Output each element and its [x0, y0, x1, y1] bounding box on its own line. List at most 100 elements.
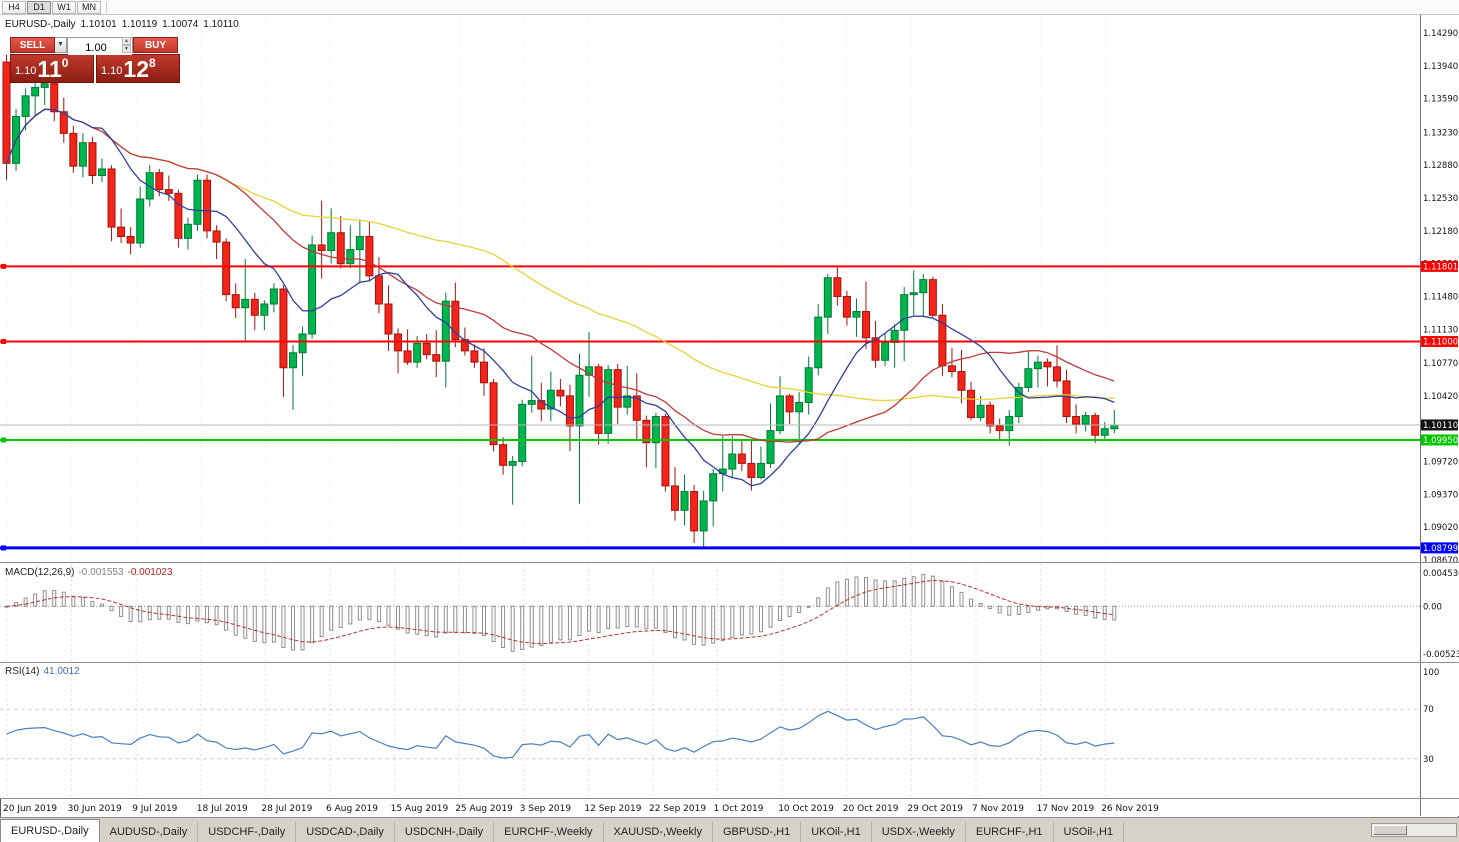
rsi-plot-area[interactable]: [0, 663, 1420, 798]
svg-text:1 Oct 2019: 1 Oct 2019: [714, 804, 764, 814]
buy-price-display[interactable]: 1.10 12 8: [96, 54, 180, 83]
ohlc-high: 1.10119: [121, 19, 158, 30]
rsi-indicator-label: RSI(14) 41.0012: [5, 666, 80, 677]
macd-indicator-label: MACD(12,26,9) -0.001553 -0.001023: [5, 567, 173, 578]
one-click-trading-panel: SELL ▼ ▲ ▼ BUY 1.10 11 0 1.10 12 8: [10, 37, 180, 83]
svg-text:1.10420: 1.10420: [1423, 392, 1458, 402]
chart-tab-GBPUSD-H1[interactable]: GBPUSD-,H1: [713, 822, 802, 842]
chart-tab-UKOil-H1[interactable]: UKOil-,H1: [801, 822, 872, 842]
svg-text:1.12880: 1.12880: [1423, 161, 1458, 171]
volume-input[interactable]: [68, 41, 132, 55]
svg-text:100: 100: [1423, 668, 1439, 678]
tabbar-scrollbar-thumb[interactable]: [1373, 825, 1407, 835]
sell-button[interactable]: SELL: [10, 37, 55, 53]
chart-tab-USDX-Weekly[interactable]: USDX-,Weekly: [872, 822, 966, 842]
svg-text:0.00: 0.00: [1423, 602, 1442, 612]
chart-symbol-label: EURUSD-,Daily: [5, 19, 76, 30]
svg-text:1.11801: 1.11801: [1423, 262, 1458, 272]
svg-text:30: 30: [1423, 755, 1434, 765]
rsi-line: [6, 710, 1115, 759]
grid-lines: [6, 16, 1106, 797]
sell-price-fraction: 0: [61, 56, 69, 70]
svg-text:1.09950: 1.09950: [1423, 436, 1458, 446]
macd-histogram: [4, 574, 1117, 652]
date-axis-labels: 20 Jun 2019 30 Jun 2019 9 Jul 2019 18 Jul 2…: [3, 804, 1159, 814]
chart-tab-EURCHF-H1[interactable]: EURCHF-,H1: [966, 822, 1054, 842]
chart-tabs: EURUSD-,Daily AUDUSD-,Daily USDCHF-,Daily U…: [0, 818, 1125, 842]
chart-tab-EURCHF-Weekly[interactable]: EURCHF-,Weekly: [494, 822, 604, 842]
rsi-axis-labels: 100 70 30: [1423, 668, 1439, 765]
volume-spinner: ▲ ▼: [122, 37, 131, 53]
timeframe-button-H4[interactable]: H4: [2, 0, 26, 14]
svg-text:6 Aug 2019: 6 Aug 2019: [326, 804, 378, 814]
horizontal-level-lines: [0, 263, 1420, 551]
chart-tab-USOil-H1[interactable]: USOil-,H1: [1054, 822, 1125, 842]
svg-text:1.13230: 1.13230: [1423, 128, 1458, 138]
buy-price-base: 1.10: [101, 65, 123, 77]
svg-text:17 Nov 2019: 17 Nov 2019: [1037, 804, 1095, 814]
timeframe-button-W1[interactable]: W1: [52, 0, 76, 14]
macd-signal-line: [6, 579, 1115, 645]
buy-button[interactable]: BUY: [133, 37, 178, 53]
macd-signal-value: -0.001023: [127, 567, 173, 578]
svg-text:1.13940: 1.13940: [1423, 62, 1458, 72]
toolbar-separator: [106, 1, 107, 13]
svg-text:30 Jun 2019: 30 Jun 2019: [68, 804, 122, 814]
timeframe-button-D1[interactable]: D1: [27, 0, 51, 14]
svg-text:1.13590: 1.13590: [1423, 95, 1458, 105]
svg-text:26 Nov 2019: 26 Nov 2019: [1101, 804, 1159, 814]
svg-text:15 Aug 2019: 15 Aug 2019: [391, 804, 449, 814]
price-badges: 1.11801 1.11000 1.09950 1.08799 1.10110: [1421, 260, 1458, 554]
buy-price-fraction: 8: [149, 56, 156, 70]
svg-text:1.09370: 1.09370: [1423, 490, 1458, 500]
svg-text:18 Jul 2019: 18 Jul 2019: [197, 804, 248, 814]
svg-text:1.10770: 1.10770: [1423, 359, 1458, 369]
buy-price-pips: 12: [123, 56, 150, 82]
timeframe-button-MN[interactable]: MN: [77, 0, 101, 14]
volume-dropdown-icon[interactable]: ▼: [55, 37, 67, 53]
macd-plot-area[interactable]: [0, 563, 1420, 662]
chart-tab-USDCAD-Daily[interactable]: USDCAD-,Daily: [296, 822, 395, 842]
svg-text:1.09720: 1.09720: [1423, 458, 1458, 468]
svg-text:1.11000: 1.11000: [1423, 338, 1458, 348]
svg-text:1.08670: 1.08670: [1423, 556, 1458, 566]
price-chart[interactable]: 1.14290 1.13940 1.13590 1.13230 1.12880 1.125…: [0, 0, 1459, 817]
ohlc-close: 1.10110: [203, 19, 239, 30]
svg-text:9 Jul 2019: 9 Jul 2019: [132, 804, 177, 814]
svg-text:22 Sep 2019: 22 Sep 2019: [649, 804, 706, 814]
tabbar-scrollbar[interactable]: [1371, 823, 1457, 837]
svg-text:29 Oct 2019: 29 Oct 2019: [907, 804, 963, 814]
svg-text:3 Sep 2019: 3 Sep 2019: [520, 804, 572, 814]
svg-text:10 Oct 2019: 10 Oct 2019: [778, 804, 834, 814]
chart-tab-USDCNH-Daily[interactable]: USDCNH-,Daily: [395, 822, 495, 842]
sell-price-base: 1.10: [15, 65, 37, 77]
ohlc-open: 1.10101: [80, 19, 117, 30]
current-price-badge: [1421, 419, 1458, 431]
svg-text:20 Jun 2019: 20 Jun 2019: [3, 804, 57, 814]
chart-tab-AUDUSD-Daily[interactable]: AUDUSD-,Daily: [100, 822, 199, 842]
svg-text:1.11130: 1.11130: [1423, 325, 1458, 335]
svg-text:20 Oct 2019: 20 Oct 2019: [843, 804, 899, 814]
svg-text:-0.005230: -0.005230: [1423, 650, 1459, 660]
main-plot-area[interactable]: [0, 15, 1420, 562]
macd-name: MACD(12,26,9): [5, 567, 75, 578]
macd-axis-labels: 0.004536 0.00 -0.005230: [1423, 569, 1459, 660]
rsi-name: RSI(14): [5, 666, 40, 677]
sell-price-pips: 11: [37, 56, 62, 82]
svg-text:12 Sep 2019: 12 Sep 2019: [584, 804, 641, 814]
svg-text:7 Nov 2019: 7 Nov 2019: [972, 804, 1024, 814]
svg-text:28 Jul 2019: 28 Jul 2019: [261, 804, 312, 814]
rsi-value: 41.0012: [43, 666, 80, 677]
svg-text:1.10110: 1.10110: [1423, 421, 1458, 431]
sell-price-display[interactable]: 1.10 11 0: [10, 54, 94, 83]
svg-text:0.004536: 0.004536: [1423, 569, 1459, 579]
chart-tab-USDCHF-Daily[interactable]: USDCHF-,Daily: [198, 822, 297, 842]
volume-spin-down-icon[interactable]: ▼: [122, 45, 131, 53]
volume-field-wrap: ▲ ▼: [67, 37, 133, 55]
ohlc-low: 1.10074: [162, 19, 199, 30]
volume-spin-up-icon[interactable]: ▲: [122, 37, 131, 45]
chart-tab-XAUUSD-Weekly[interactable]: XAUUSD-,Weekly: [604, 822, 713, 842]
chart-tab-EURUSD-Daily[interactable]: EURUSD-,Daily: [0, 819, 100, 842]
svg-text:1.12180: 1.12180: [1423, 227, 1458, 237]
